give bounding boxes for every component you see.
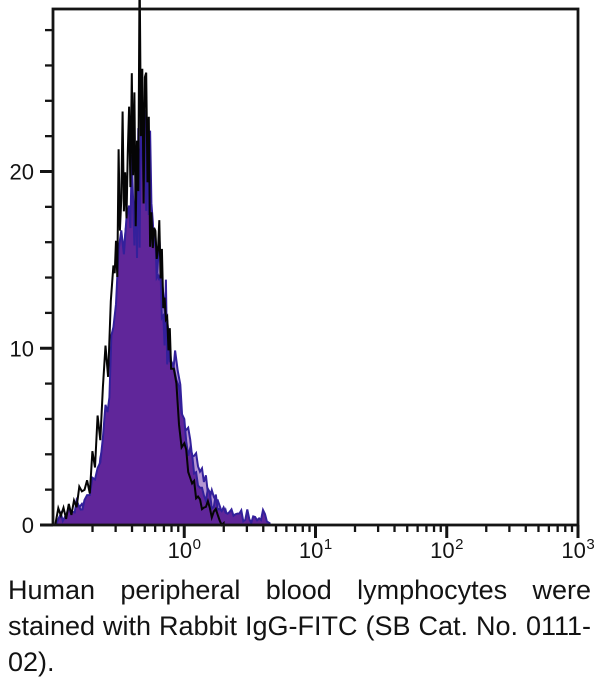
y-axis-tick-label: 0 <box>22 513 34 538</box>
x-axis-tick-label: 100 <box>168 536 201 563</box>
histogram-dark-purple <box>55 109 271 527</box>
y-axis-tick-label: 10 <box>10 336 34 361</box>
x-axis-tick-label: 101 <box>299 536 332 563</box>
x-axis-tick-label: 103 <box>561 536 594 563</box>
figure-caption: Human peripheral blood lymphocytes were … <box>8 575 591 677</box>
y-axis-tick-label: 20 <box>10 160 34 185</box>
x-axis-tick-label: 102 <box>430 536 463 563</box>
flow-histogram-chart: 100 101 102 103 0 10 20 <box>10 0 595 563</box>
histogram-black-open <box>54 0 225 527</box>
